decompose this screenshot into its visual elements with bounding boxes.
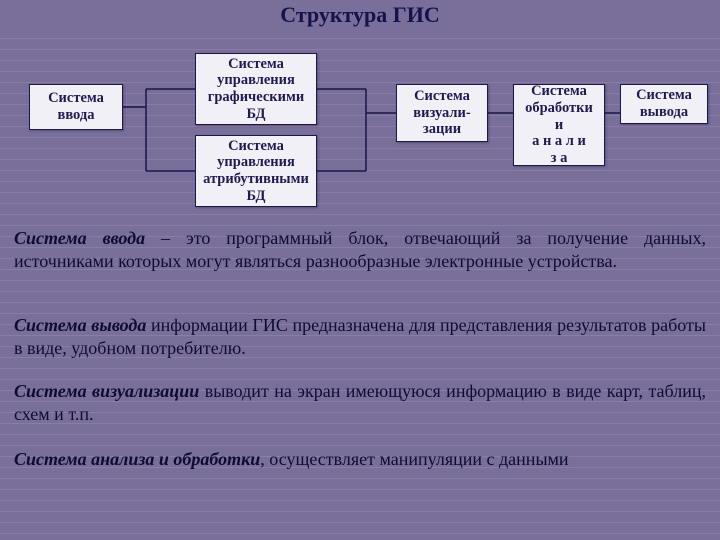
- node-proc: Системаобработкииа н а л из а: [513, 84, 605, 166]
- slide-title: Структура ГИС: [0, 2, 720, 28]
- node-line: ввода: [58, 107, 95, 124]
- node-line: визуали-: [413, 105, 470, 122]
- node-line: Система: [636, 87, 692, 104]
- node-vis: Системавизуали-зации: [396, 84, 488, 142]
- node-line: управления: [217, 72, 295, 89]
- paragraph-4-rest: , осуществляет манипуляции с данными: [260, 449, 568, 469]
- node-line: Система: [228, 138, 284, 155]
- node-line: атрибутивными: [203, 171, 309, 188]
- node-line: графическими: [208, 89, 304, 106]
- paragraph-2: Система вывода информации ГИС предназнач…: [14, 314, 706, 359]
- node-line: БД: [246, 188, 265, 205]
- diagram-area: СистемавводаСистемауправленияграфическим…: [0, 45, 720, 215]
- node-line: Система: [414, 88, 470, 105]
- node-line: а н а л и: [532, 133, 586, 150]
- paragraph-4-term: Система анализа и обработки: [14, 449, 260, 469]
- paragraph-4: Система анализа и обработки, осуществляе…: [14, 448, 706, 471]
- paragraph-2-term: Система вывода: [14, 315, 146, 335]
- node-line: з а: [551, 150, 568, 167]
- node-adb: СистемауправленияатрибутивнымиБД: [195, 135, 317, 207]
- node-line: БД: [246, 106, 265, 123]
- node-line: зации: [423, 121, 461, 138]
- node-input: Системаввода: [29, 84, 123, 130]
- node-line: вывода: [640, 104, 688, 121]
- node-line: управления: [217, 154, 295, 171]
- node-line: обработки: [525, 100, 593, 117]
- node-line: Система: [228, 56, 284, 73]
- node-output: Системавывода: [620, 84, 708, 124]
- node-line: и: [555, 117, 563, 134]
- paragraph-3-term: Система визуализации: [14, 381, 199, 401]
- paragraph-1: Система ввода – это программный блок, от…: [14, 227, 706, 272]
- node-line: Система: [531, 83, 587, 100]
- node-line: Система: [48, 90, 104, 107]
- paragraph-3: Система визуализации выводит на экран им…: [14, 380, 706, 425]
- paragraph-1-term: Система ввода: [14, 228, 145, 248]
- node-gdb: СистемауправленияграфическимиБД: [195, 53, 317, 125]
